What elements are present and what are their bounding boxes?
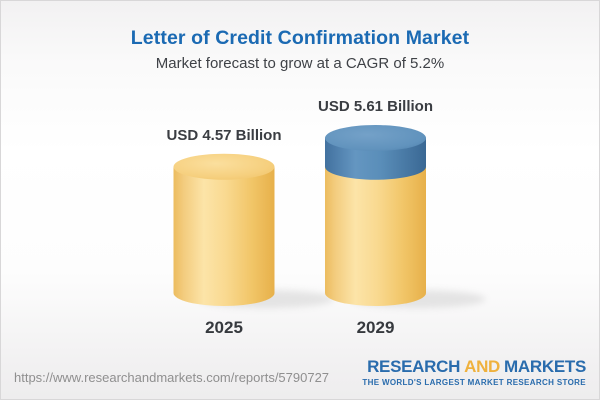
logo-wordmark: RESEARCH AND MARKETS [362, 357, 586, 377]
logo-tagline: THE WORLD'S LARGEST MARKET RESEARCH STOR… [362, 378, 586, 387]
value-label-2029: USD 5.61 Billion [317, 98, 434, 115]
report-url-link[interactable]: https://www.researchandmarkets.com/repor… [14, 370, 330, 385]
chart-subtitle: Market forecast to grow at a CAGR of 5.2… [155, 55, 445, 72]
logo-word-and: AND [464, 357, 501, 376]
year-label-2029: 2029 [356, 318, 395, 337]
logo-word-research: RESEARCH [367, 357, 461, 376]
value-label-2025: USD 4.57 Billion [166, 126, 282, 144]
research-and-markets-logo: RESEARCH AND MARKETS THE WORLD'S LARGEST… [362, 357, 586, 387]
chart-title: Letter of Credit Confirmation Market [130, 27, 470, 49]
logo-word-markets: MARKETS [504, 357, 586, 376]
year-label-2025: 2025 [205, 318, 243, 337]
